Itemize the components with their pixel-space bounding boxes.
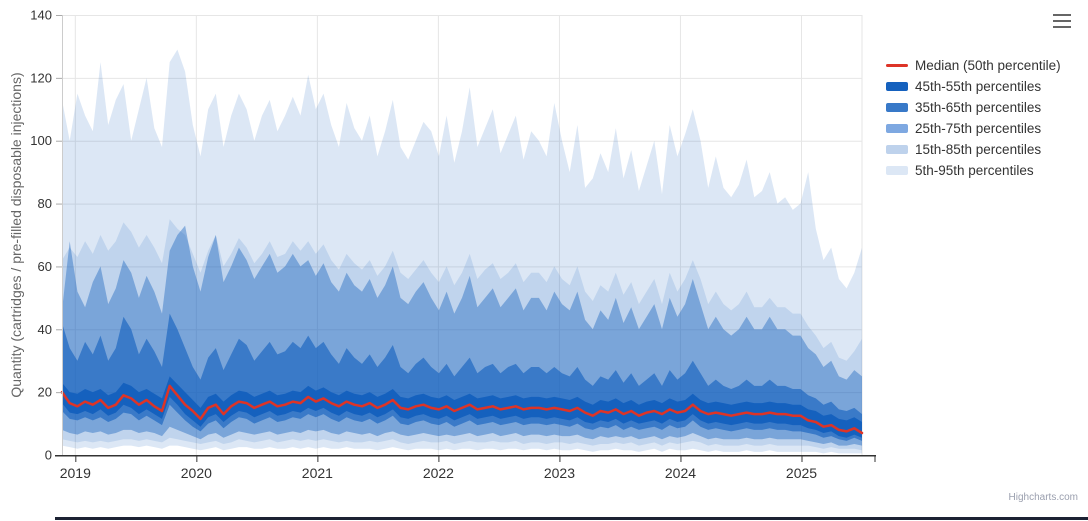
x-tick-label: 2020 <box>181 465 212 481</box>
legend-label: 25th-75th percentiles <box>915 121 1042 136</box>
legend-item-15-85[interactable]: 15th-85th percentiles <box>886 139 1082 160</box>
y-tick-label: 80 <box>38 196 52 211</box>
hamburger-icon <box>1053 25 1071 29</box>
band-swatch-35-65 <box>886 103 908 112</box>
highcharts-credits-link[interactable]: Highcharts.com <box>1008 492 1078 503</box>
x-tick-label: 2021 <box>302 465 333 481</box>
y-tick-label: 140 <box>30 8 52 23</box>
y-tick-label: 20 <box>38 385 52 400</box>
legend-label: 45th-55th percentiles <box>915 79 1042 94</box>
legend-label: 15th-85th percentiles <box>915 142 1042 157</box>
x-tick-label: 2022 <box>423 465 454 481</box>
legend-item-35-65[interactable]: 35th-65th percentiles <box>886 97 1082 118</box>
y-tick-label: 120 <box>30 70 52 85</box>
y-tick-label: 40 <box>38 322 52 337</box>
band-swatch-5-95 <box>886 166 908 175</box>
legend-label: 5th-95th percentiles <box>915 163 1034 178</box>
x-tick-label: 2019 <box>60 465 91 481</box>
median-series-line <box>60 384 864 435</box>
x-tick-label: 2023 <box>544 465 575 481</box>
legend-item-25-75[interactable]: 25th-75th percentiles <box>886 118 1082 139</box>
hamburger-icon <box>1053 13 1071 17</box>
legend-item-45-55[interactable]: 45th-55th percentiles <box>886 76 1082 97</box>
y-tick-label: 60 <box>38 259 52 274</box>
y-tick-label: 100 <box>30 133 52 148</box>
band-swatch-25-75 <box>886 124 908 133</box>
legend-item-5-95[interactable]: 5th-95th percentiles <box>886 160 1082 181</box>
band-swatch-15-85 <box>886 145 908 154</box>
y-tick-label: 0 <box>45 448 52 463</box>
y-axis-title: Quantity (cartridges / pre-filled dispos… <box>8 72 24 398</box>
x-tick-label: 2025 <box>786 465 817 481</box>
band-swatch-45-55 <box>886 82 908 91</box>
x-tick-label: 2024 <box>665 465 696 481</box>
chart-context-menu-button[interactable] <box>1050 11 1074 31</box>
hamburger-icon <box>1053 19 1071 23</box>
legend-item-median[interactable]: Median (50th percentile) <box>886 55 1082 76</box>
median-line-swatch <box>886 64 908 67</box>
legend-label: Median (50th percentile) <box>915 58 1061 73</box>
bottom-dark-bar <box>55 517 1088 520</box>
legend-label: 35th-65th percentiles <box>915 100 1042 115</box>
legend: Median (50th percentile) 45th-55th perce… <box>886 55 1082 181</box>
